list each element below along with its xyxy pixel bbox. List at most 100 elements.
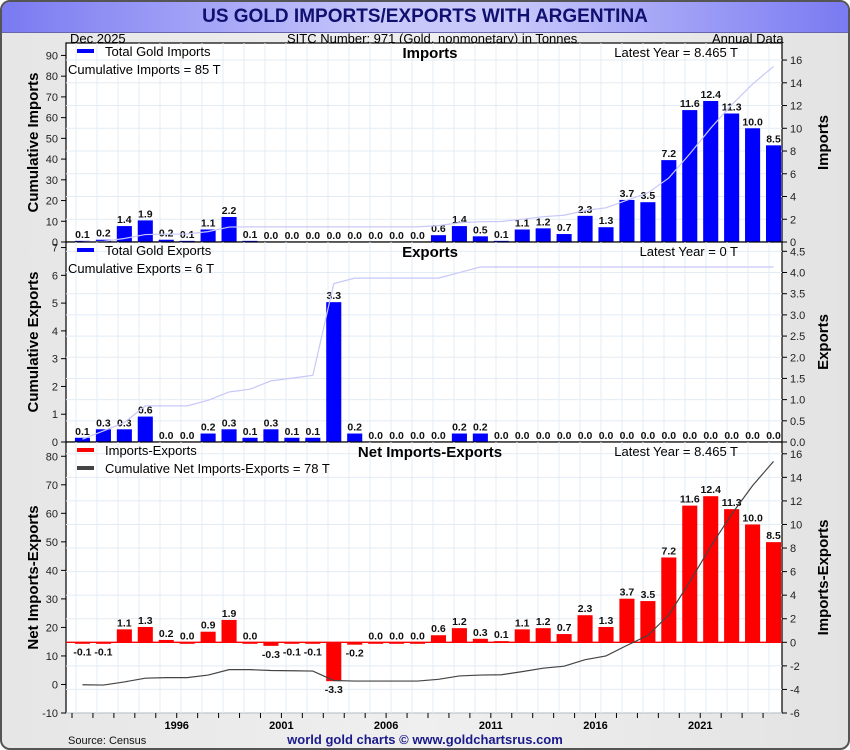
bar-value-label: 2.3 — [578, 603, 593, 615]
y-tick-label-left: 0 — [52, 679, 58, 691]
frequency-label: Annual Data — [712, 31, 784, 46]
bar-value-label: 0.7 — [557, 622, 572, 634]
bar-value-label: 1.1 — [117, 617, 132, 629]
bar-value-label: 0.1 — [75, 229, 90, 241]
bar-value-label: 0.0 — [389, 230, 404, 242]
bar-value-label: 0.2 — [159, 628, 174, 640]
bar-value-label: 7.2 — [662, 545, 677, 557]
bar — [137, 220, 153, 242]
y-tick-label-right: 8 — [790, 146, 796, 158]
y-tick-label-left: 5 — [52, 298, 58, 310]
plot-area — [65, 241, 783, 443]
y-tick-label-right: 1.5 — [790, 373, 805, 385]
bar-value-label: 1.2 — [536, 616, 551, 628]
bar-value-label: 0.7 — [557, 222, 572, 234]
legend-label: Total Gold Imports — [105, 44, 211, 59]
bar-value-label: 0.0 — [724, 430, 739, 442]
bar — [451, 433, 467, 442]
y-tick-label-left: 1 — [52, 409, 58, 421]
chart-title: US GOLD IMPORTS/EXPORTS WITH ARGENTINA — [202, 6, 648, 27]
bar-value-label: 3.7 — [620, 587, 635, 599]
bar — [284, 437, 300, 442]
y-tick-label-right: 14 — [790, 78, 802, 90]
bar — [263, 642, 279, 646]
y-tick-label-right: -2 — [790, 661, 800, 673]
legend-swatch — [77, 448, 94, 452]
bar-value-label: 0.0 — [285, 230, 300, 242]
bar-value-label: 12.4 — [700, 484, 721, 496]
bar-value-label: 0.0 — [410, 430, 425, 442]
bar-value-label: 0.1 — [243, 229, 258, 241]
bar-value-label: 0.0 — [368, 230, 383, 242]
y-tick-label-right: -6 — [790, 708, 800, 720]
bar-value-label: 0.0 — [389, 630, 404, 642]
bar-value-label: 0.0 — [347, 230, 362, 242]
bar — [430, 635, 447, 643]
bar — [326, 302, 342, 442]
bar-value-label: -0.3 — [262, 649, 280, 661]
bar-value-label: 0.0 — [159, 430, 174, 442]
bar — [472, 433, 488, 442]
bar — [347, 642, 363, 645]
bar — [472, 236, 488, 242]
bar — [74, 642, 91, 644]
y-tick-label-left: 70 — [46, 92, 58, 104]
bar — [242, 437, 258, 442]
bar — [577, 615, 593, 643]
bar-value-label: -0.1 — [283, 646, 301, 658]
bar-value-label: 0.9 — [201, 620, 216, 632]
y-tick-label-right: 1.0 — [790, 395, 805, 407]
bar-value-label: 0.0 — [703, 430, 718, 442]
y-tick-label-left: 60 — [46, 508, 58, 520]
latest-year-label: Latest Year = 8.465 T — [614, 444, 738, 459]
bar-value-label: 3.3 — [326, 290, 341, 302]
bar-value-label: 1.2 — [536, 216, 551, 228]
bar-value-label: 0.0 — [745, 430, 760, 442]
cumulative-label: Cumulative Imports = 85 T — [68, 62, 221, 77]
bar — [368, 642, 384, 644]
x-tick-label: 1996 — [164, 720, 188, 732]
y-tick-label-left: 20 — [46, 622, 58, 634]
bar — [389, 642, 405, 644]
y-tick-label-right: -4 — [790, 684, 800, 696]
bar-value-label: 0.1 — [180, 229, 195, 241]
bar-value-label: 0.2 — [452, 422, 467, 434]
bar-value-label: 1.9 — [138, 208, 153, 220]
bar — [619, 199, 635, 242]
bar-value-label: 0.0 — [431, 430, 446, 442]
bar-value-label: 0.0 — [264, 230, 279, 242]
bar — [409, 642, 426, 644]
bar-value-label: 0.3 — [96, 417, 111, 429]
y-tick-label-left: 2 — [52, 381, 58, 393]
bar-value-label: 0.3 — [264, 417, 279, 429]
bar-value-label: 0.0 — [243, 630, 258, 642]
y-tick-label-right: 0.0 — [790, 437, 805, 449]
y-axis-title-right: Imports-Exports — [815, 520, 832, 636]
bar-value-label: 0.5 — [473, 224, 488, 236]
y-tick-label-right: 0 — [790, 237, 796, 249]
latest-year-label: Latest Year = 0 T — [640, 244, 738, 259]
x-tick-label: 2021 — [688, 720, 712, 732]
y-tick-label-right: 6 — [790, 567, 796, 579]
bar-value-label: 1.3 — [599, 215, 614, 227]
bar-value-label: -0.2 — [346, 648, 364, 660]
bar — [745, 524, 761, 643]
bar-value-label: 1.1 — [515, 617, 530, 629]
cumulative-label: Cumulative Exports = 6 T — [68, 261, 214, 276]
bar-value-label: 11.6 — [680, 98, 700, 110]
cumulative-line — [82, 461, 774, 686]
bar — [682, 505, 698, 643]
bar-value-label: 1.1 — [515, 217, 530, 229]
bar — [221, 216, 237, 242]
y-tick-label-left: 70 — [46, 480, 58, 492]
y-tick-label-right: 12 — [790, 496, 802, 508]
bar-value-label: 1.2 — [452, 616, 467, 628]
bar — [682, 110, 698, 242]
bar — [221, 619, 237, 643]
bar — [242, 642, 258, 644]
bar-value-label: 0.0 — [410, 630, 425, 642]
bar-value-label: 0.2 — [473, 422, 488, 434]
bar — [556, 234, 572, 242]
bar-value-label: 0.0 — [306, 230, 321, 242]
y-axis-title-left: Cumulative Imports — [25, 72, 42, 212]
